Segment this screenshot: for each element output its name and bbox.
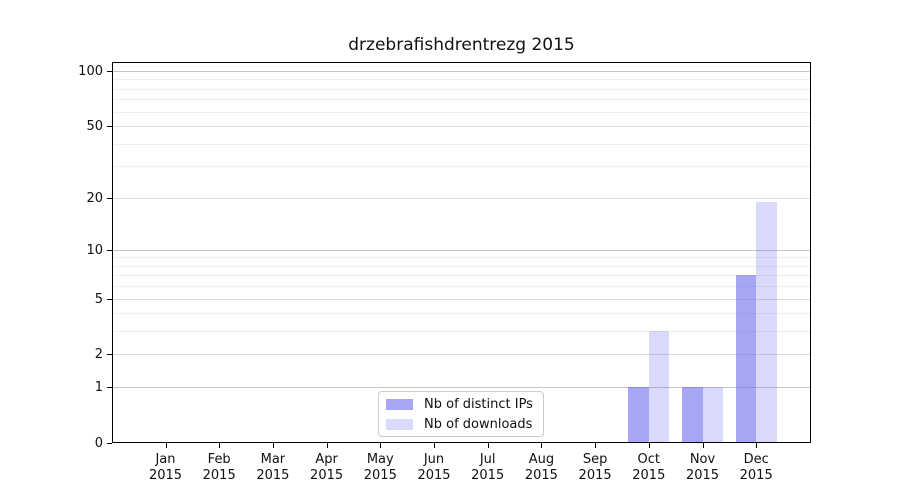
gridline-y-60 [113,111,810,113]
x-tick-month-feb: Feb [207,452,231,467]
y-tick-mark-1 [107,387,112,389]
x-tick-year-jun: 2015 [417,468,451,483]
x-tick-month-dec: Dec [743,452,769,467]
x-tick-month-jun: Jun [423,452,445,467]
x-tick-year-apr: 2015 [310,468,344,483]
x-tick-month-jan: Jan [155,452,176,467]
x-tick-month-aug: Aug [528,452,555,467]
x-tick-label-may: May 2015 [364,452,397,484]
gridline-y-10 [113,249,810,251]
legend-row-downloads: Nb of downloads [386,416,543,433]
legend-swatch-downloads [386,418,413,430]
gridline-y-40 [113,143,810,145]
x-tick-label-apr: Apr 2015 [310,452,343,484]
bar-downloads-dec [756,201,777,442]
gridline-y-70 [113,99,810,101]
gridline-y-4 [113,313,810,315]
x-tick-label-jul: Jul 2015 [471,452,504,484]
y-tick-label-5: 5 [94,291,103,307]
x-tick-mark-nov [702,443,704,448]
gridline-y-20 [113,197,810,199]
y-tick-label-0: 0 [94,436,103,451]
legend-label-downloads: Nb of downloads [424,416,533,432]
y-tick-label-2: 2 [94,347,103,363]
x-tick-year-jan: 2015 [148,468,183,483]
gridline-y-5 [113,298,810,300]
bar-downloads-oct [648,331,670,442]
x-tick-month-oct: Oct [637,452,661,467]
legend-label-distinct-ips: Nb of distinct IPs [424,396,533,412]
bar-distinct-ips-nov [682,387,703,442]
y-tick-label-100: 100 [78,63,103,79]
x-tick-year-nov: 2015 [685,468,720,483]
y-tick-label-20: 20 [86,190,103,206]
y-tick-mark-10 [107,249,112,251]
x-tick-year-mar: 2015 [256,468,290,483]
x-tick-mark-jan [165,443,167,448]
x-tick-year-dec: 2015 [739,468,773,483]
x-tick-label-jun: Jun 2015 [417,452,450,484]
gridline-y-50 [113,126,810,128]
gridline-y-3 [113,331,810,333]
x-tick-year-may: 2015 [363,468,397,483]
y-tick-mark-50 [107,126,112,128]
x-tick-label-nov: Nov 2015 [686,452,719,484]
x-tick-mark-oct [648,443,650,448]
gridline-y-90 [113,79,810,81]
gridline-y-30 [113,166,810,168]
legend-row-distinct-ips: Nb of distinct IPs [386,396,543,413]
x-tick-label-oct: Oct 2015 [632,452,665,484]
y-tick-mark-0 [107,443,112,444]
y-tick-mark-100 [107,70,112,72]
x-tick-year-oct: 2015 [632,468,666,483]
y-tick-mark-20 [107,197,112,199]
x-tick-mark-jul [487,443,489,448]
x-tick-mark-may [380,443,382,448]
x-tick-month-jul: Jul [479,452,496,467]
x-tick-year-feb: 2015 [202,468,236,483]
x-tick-month-nov: Nov [689,452,716,467]
y-tick-mark-2 [107,354,112,356]
legend-swatch-distinct-ips [386,398,413,410]
x-tick-label-aug: Aug 2015 [525,452,558,484]
x-tick-month-sep: Sep [582,452,608,467]
bar-downloads-nov [702,387,723,442]
x-tick-mark-jun [434,443,435,448]
gridline-y-1 [113,387,810,389]
x-tick-mark-mar [272,443,274,448]
gridline-y-9 [113,257,810,259]
chart-title: drzebrafishdrentrezg 2015 [348,35,575,55]
x-tick-mark-feb [219,443,221,448]
y-tick-label-10: 10 [86,242,103,258]
x-tick-label-mar: Mar 2015 [256,452,289,484]
gridline-y-6 [113,286,810,288]
x-tick-label-sep: Sep 2015 [579,452,612,484]
gridline-y-2 [113,354,810,356]
x-tick-year-jul: 2015 [471,468,505,483]
y-tick-mark-5 [107,298,112,300]
bar-distinct-ips-oct [628,387,649,442]
x-tick-year-aug: 2015 [524,468,558,483]
y-tick-label-1: 1 [94,380,103,396]
x-tick-mark-sep [595,443,597,448]
gridline-y-80 [113,88,810,90]
x-tick-mark-aug [541,443,543,448]
plot-area [112,62,811,443]
gridline-y-7 [113,275,810,277]
x-tick-year-sep: 2015 [578,468,612,483]
bar-distinct-ips-dec [735,275,757,442]
x-tick-mark-dec [756,443,758,448]
x-tick-month-may: May [366,452,394,467]
gridline-y-8 [113,265,810,267]
x-tick-month-mar: Mar [260,452,286,467]
legend: Nb of distinct IPs Nb of downloads [378,391,544,437]
gridline-y-100 [113,70,810,72]
x-tick-month-apr: Apr [315,452,338,467]
x-tick-label-dec: Dec 2015 [740,452,773,484]
y-tick-label-50: 50 [86,119,103,135]
x-tick-label-feb: Feb 2015 [203,452,236,484]
x-tick-label-jan: Jan 2015 [149,452,182,484]
x-tick-mark-apr [326,443,328,448]
